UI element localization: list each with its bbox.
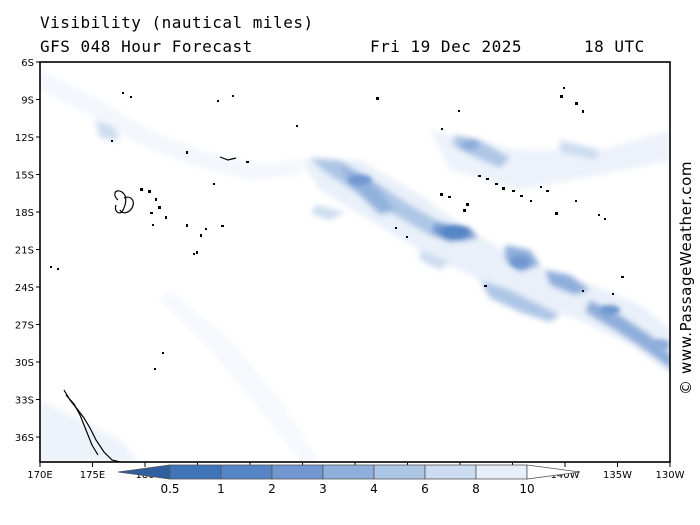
legend-label: 8: [472, 482, 480, 496]
lon-label: 170E: [27, 470, 52, 481]
legend-swatch: [373, 464, 426, 480]
lat-label: 27S: [15, 321, 34, 332]
lat-label: 12S: [15, 133, 34, 144]
forecast-subtitle: GFS 048 Hour Forecast: [40, 37, 253, 56]
map-title: Visibility (nautical miles): [40, 13, 314, 32]
visibility-shading: [40, 70, 670, 462]
lon-label: 130W: [656, 470, 685, 481]
visibility-legend: 0.5 1 2 3 4 6 8 10: [117, 464, 581, 496]
forecast-time: 18 UTC: [584, 37, 645, 56]
legend-swatch: [322, 464, 375, 480]
lat-label: 6S: [21, 58, 34, 69]
lon-label: 135W: [603, 470, 632, 481]
latitude-axis: 6S 9S 12S 15S 18S 21S 24S 27S 30S 33S 36S: [15, 58, 40, 444]
lat-label: 15S: [15, 171, 34, 182]
legend-label: 3: [319, 482, 327, 496]
lon-label: 140W: [551, 470, 580, 481]
legend-label: 4: [370, 482, 378, 496]
legend-label: 10: [519, 482, 534, 496]
legend-label: 0.5: [160, 482, 179, 496]
forecast-date: Fri 19 Dec 2025: [370, 37, 522, 56]
lat-label: 18S: [15, 208, 34, 219]
legend-swatch: [220, 464, 273, 480]
legend-swatch: [475, 464, 528, 480]
lat-label: 36S: [15, 433, 34, 444]
lat-label: 30S: [15, 358, 34, 369]
legend-swatch: [424, 464, 477, 480]
lat-label: 9S: [21, 96, 34, 107]
legend-label: 2: [268, 482, 276, 496]
legend-swatch: [169, 464, 222, 480]
lon-label: 175E: [80, 470, 105, 481]
islands: [50, 87, 624, 370]
legend-swatch: [271, 464, 324, 480]
lat-label: 21S: [15, 246, 34, 257]
lat-label: 33S: [15, 396, 34, 407]
legend-label: 1: [217, 482, 225, 496]
copyright-credit: © www.PassageWeather.com: [677, 160, 695, 395]
coastlines: [63, 156, 237, 462]
lat-label: 24S: [15, 283, 34, 294]
legend-label: 6: [421, 482, 429, 496]
legend-arrow-right: [526, 464, 581, 480]
